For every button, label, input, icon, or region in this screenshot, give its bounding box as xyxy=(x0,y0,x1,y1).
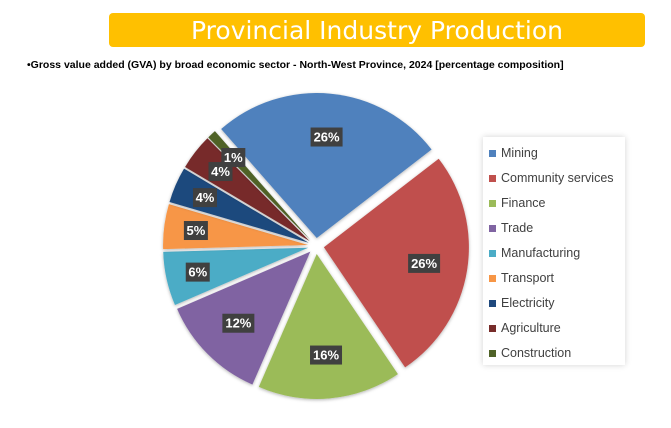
data-label-text: 5% xyxy=(186,223,205,238)
legend-swatch xyxy=(489,199,496,207)
data-label-text: 1% xyxy=(224,150,243,165)
legend-label: Manufacturing xyxy=(501,246,581,260)
pie-slice-finance xyxy=(258,253,398,399)
data-label-trade: 12% xyxy=(222,313,255,333)
data-label-text: 16% xyxy=(313,348,339,363)
chart-title: Provincial Industry Production xyxy=(191,15,563,45)
legend-label: Mining xyxy=(501,146,538,160)
title-banner: Provincial Industry Production xyxy=(109,13,645,47)
legend-item-construction: Construction xyxy=(489,346,571,360)
pie-data-labels: 26%26%16%12%6%5%4%4%1% xyxy=(183,127,441,365)
data-label-text: 4% xyxy=(196,190,215,205)
data-label-text: 26% xyxy=(314,130,340,145)
data-label-transport: 5% xyxy=(183,221,208,241)
legend-swatch xyxy=(489,224,496,232)
data-label-box xyxy=(310,345,343,365)
data-label-box xyxy=(185,262,210,282)
legend-swatch xyxy=(489,324,496,332)
data-label-box xyxy=(221,148,246,168)
legend-swatch xyxy=(489,149,496,157)
legend-label: Community services xyxy=(501,171,614,185)
legend-item-manufacturing: Manufacturing xyxy=(489,246,580,260)
pie-slice-electricity xyxy=(169,168,309,243)
legend-swatch xyxy=(489,174,496,182)
data-label-box xyxy=(222,313,255,333)
data-label-mining: 26% xyxy=(310,127,343,147)
data-label-box xyxy=(192,188,217,208)
legend-item-trade: Trade xyxy=(489,221,533,235)
legend-label: Finance xyxy=(501,196,546,210)
legend-swatch xyxy=(489,349,496,357)
chart-legend: Mining Community services Finance Trade Manu… xyxy=(483,137,625,365)
data-label-community-services: 26% xyxy=(408,253,441,273)
legend-item-agriculture: Agriculture xyxy=(489,321,561,335)
data-label-box xyxy=(310,127,343,147)
legend-item-mining: Mining xyxy=(489,146,538,160)
data-label-manufacturing: 6% xyxy=(185,262,210,282)
legend-item-electricity: Electricity xyxy=(489,296,554,310)
data-label-text: 12% xyxy=(225,316,251,331)
legend-label: Transport xyxy=(501,271,555,285)
legend-label: Agriculture xyxy=(501,321,561,335)
data-label-text: 26% xyxy=(411,256,437,271)
legend-swatch xyxy=(489,249,496,257)
data-label-construction: 1% xyxy=(221,148,246,168)
legend-label: Electricity xyxy=(501,296,555,310)
data-label-electricity: 4% xyxy=(192,188,217,208)
data-label-box xyxy=(183,221,208,241)
chart-subtitle: •Gross value added (GVA) by broad econom… xyxy=(27,59,564,71)
legend-label: Trade xyxy=(501,221,534,235)
pie-slice-manufacturing xyxy=(163,247,309,305)
legend-swatch xyxy=(489,299,496,307)
pie-slice-community-services xyxy=(323,158,469,368)
data-label-finance: 16% xyxy=(310,345,343,365)
data-label-text: 6% xyxy=(188,265,207,280)
data-label-text: 4% xyxy=(211,164,230,179)
pie-slice-mining xyxy=(221,93,432,239)
legend-item-community-services: Community services xyxy=(489,171,614,185)
legend-label: Construction xyxy=(501,346,572,360)
data-label-box xyxy=(408,253,441,273)
legend-item-finance: Finance xyxy=(489,196,545,210)
legend-item-transport: Transport xyxy=(489,271,554,285)
legend-swatch xyxy=(489,274,496,282)
